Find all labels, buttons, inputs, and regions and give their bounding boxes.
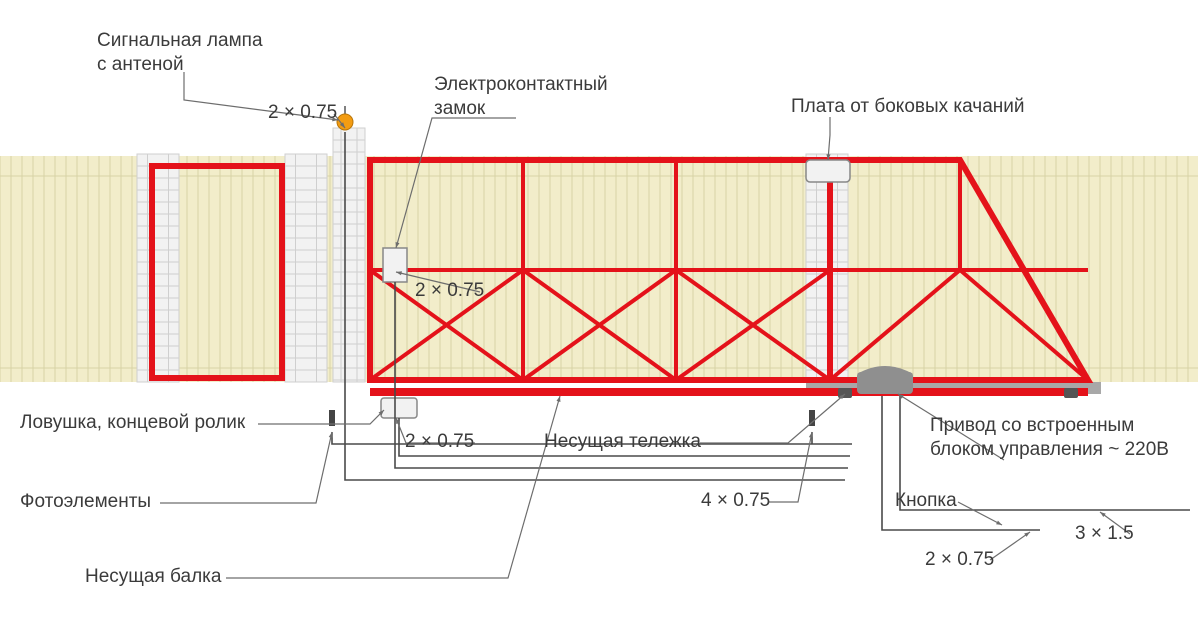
svg-text:Сигнальная лампа: Сигнальная лампа bbox=[97, 30, 263, 51]
label-spec-lock: 2 × 0.75 bbox=[415, 280, 484, 301]
carriage-bogie-2 bbox=[1064, 388, 1078, 398]
label-spec-mains: 3 × 1.5 bbox=[1075, 523, 1134, 544]
label-anti-sway-plate: Плата от боковых качаний bbox=[791, 96, 1025, 117]
svg-text:2 × 0.75: 2 × 0.75 bbox=[405, 431, 474, 452]
svg-text:2 × 0.75: 2 × 0.75 bbox=[268, 102, 337, 123]
drive-motor-body bbox=[857, 372, 913, 394]
svg-text:Ловушка, концевой ролик: Ловушка, концевой ролик bbox=[20, 412, 246, 433]
svg-text:Электроконтактный: Электроконтактный bbox=[434, 74, 608, 95]
svg-text:Несущая балка: Несущая балка bbox=[85, 566, 222, 587]
label-spec-photo: 4 × 0.75 bbox=[701, 490, 770, 511]
label-carrying-beam: Несущая балка bbox=[85, 566, 222, 587]
svg-text:Кнопка: Кнопка bbox=[895, 490, 957, 511]
svg-text:Плата от боковых качаний: Плата от боковых качаний bbox=[791, 96, 1025, 117]
svg-text:блоком управления ~ 220В: блоком управления ~ 220В bbox=[930, 439, 1169, 460]
label-signal-lamp: Сигнальная лампа с антеной bbox=[97, 30, 263, 75]
svg-text:2 × 0.75: 2 × 0.75 bbox=[925, 549, 994, 570]
svg-text:Несущая тележка: Несущая тележка bbox=[544, 431, 701, 452]
svg-text:замок: замок bbox=[434, 98, 486, 119]
label-electro-lock: Электроконтактный замок bbox=[434, 74, 608, 119]
anti-sway-plate bbox=[806, 160, 850, 182]
svg-text:Привод со встроенным: Привод со встроенным bbox=[930, 415, 1134, 436]
label-drive-unit: Привод со встроенным блоком управления ~ … bbox=[930, 415, 1169, 460]
label-button: Кнопка bbox=[895, 490, 957, 511]
svg-text:с антеной: с антеной bbox=[97, 54, 184, 75]
electro-lock bbox=[383, 248, 407, 282]
svg-text:2 × 0.75: 2 × 0.75 bbox=[415, 280, 484, 301]
svg-text:4 × 0.75: 4 × 0.75 bbox=[701, 490, 770, 511]
svg-text:3 × 1.5: 3 × 1.5 bbox=[1075, 523, 1134, 544]
label-spec-roller: 2 × 0.75 bbox=[405, 431, 474, 452]
label-spec-button: 2 × 0.75 bbox=[925, 549, 994, 570]
svg-text:Фотоэлементы: Фотоэлементы bbox=[20, 491, 151, 512]
label-roller-catcher: Ловушка, концевой ролик bbox=[20, 412, 246, 433]
end-roller-catcher bbox=[381, 398, 417, 418]
label-carriage-bogie: Несущая тележка bbox=[544, 431, 701, 452]
label-photocells: Фотоэлементы bbox=[20, 491, 151, 512]
label-spec-lamp: 2 × 0.75 bbox=[268, 102, 337, 123]
